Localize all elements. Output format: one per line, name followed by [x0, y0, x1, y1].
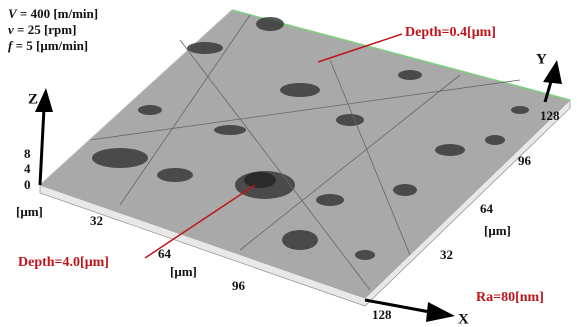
tick-label: 96	[232, 278, 246, 293]
axis-unit: [μm]	[170, 264, 197, 279]
tick-label: 96	[518, 153, 532, 168]
annotation: Depth=4.0[μm]	[18, 255, 109, 270]
annotation: Ra=80[nm]	[476, 290, 544, 305]
condition-symbol: V	[8, 6, 18, 21]
tick-label: 4	[24, 161, 31, 176]
condition-value: = 400 [m/min]	[20, 6, 98, 21]
axis-label: Z	[28, 91, 38, 107]
tick-label: 0	[24, 177, 31, 192]
condition-value: = 25 [rpm]	[17, 22, 76, 37]
tick-label: 128	[540, 108, 560, 123]
condition-value: = 5 [μm/min]	[16, 38, 89, 53]
tick-label: 32	[90, 213, 103, 228]
axis-unit: [μm]	[16, 204, 43, 219]
tick-label: 64	[158, 246, 172, 261]
conditions: V = 400 [m/min] v = 25 [rpm] f = 5 [μm/m…	[8, 6, 98, 53]
condition-symbol: v	[8, 22, 14, 37]
axis-label: Y	[536, 51, 547, 67]
condition: V = 400 [m/min]	[8, 6, 98, 21]
axis-label: X	[458, 311, 469, 327]
condition: v = 25 [rpm]	[8, 22, 76, 37]
axis-unit: [μm]	[484, 223, 511, 238]
condition: f = 5 [μm/min]	[8, 38, 88, 53]
figure: V = 400 [m/min] v = 25 [rpm] f = 5 [μm/m…	[0, 0, 577, 327]
annotation: Depth=0.4[μm]	[405, 25, 496, 40]
condition-symbol: f	[8, 38, 14, 53]
tick-label: 8	[24, 146, 31, 161]
tick-label: 128	[372, 307, 392, 322]
tick-label: 64	[480, 201, 494, 216]
tick-label: 32	[440, 247, 453, 262]
